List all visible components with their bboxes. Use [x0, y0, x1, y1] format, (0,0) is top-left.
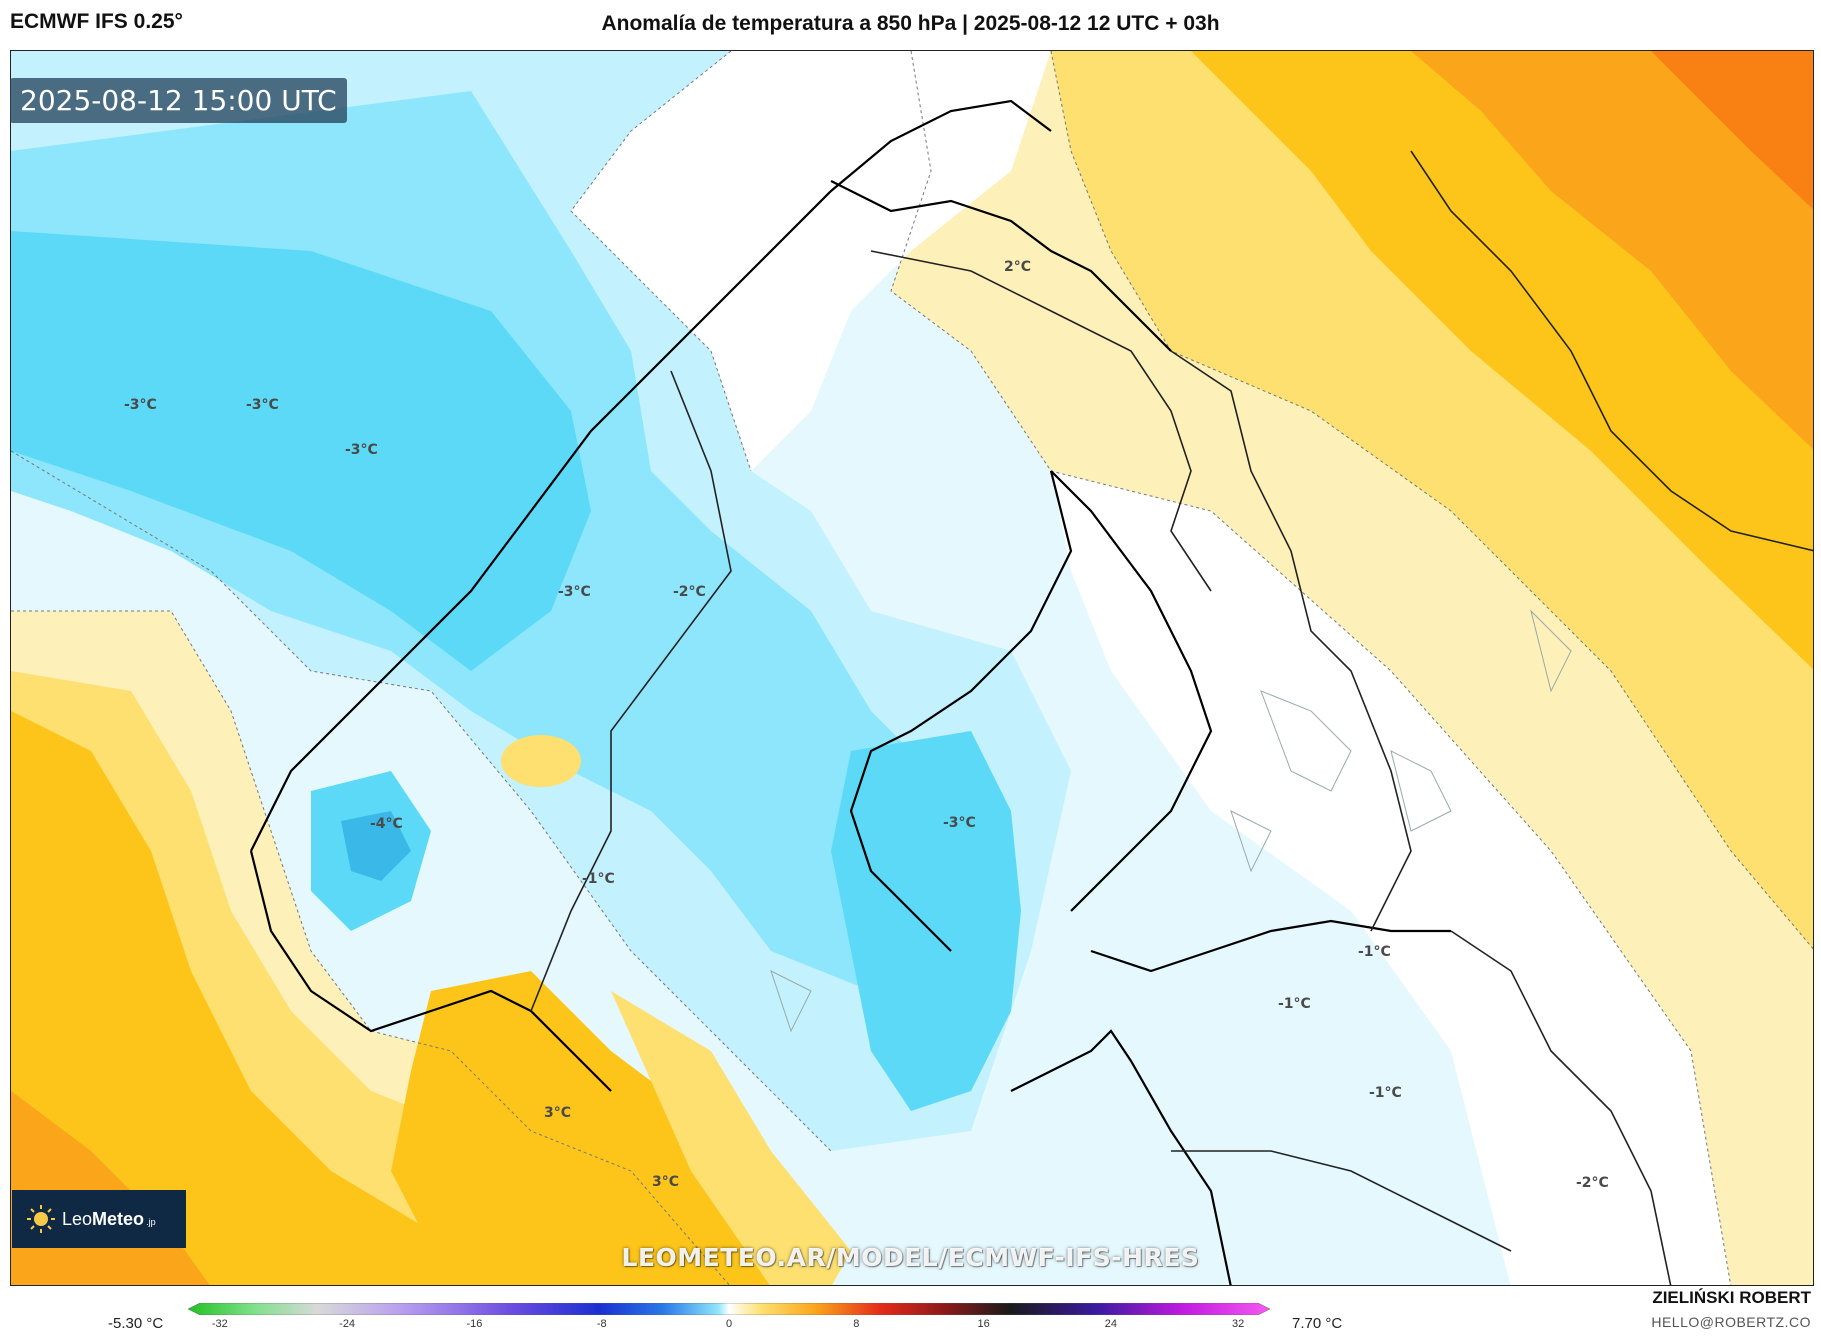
colorbar-tick-label: -16 — [466, 1318, 483, 1330]
warm-field-sweden-south — [611, 991, 851, 1285]
map-label: -3°C — [558, 584, 591, 600]
author-name: ZIELIŃSKI ROBERT — [1652, 1288, 1811, 1307]
map-label: -4°C — [370, 816, 403, 832]
warm-field-west-gold — [11, 711, 489, 1285]
contour-lines — [11, 51, 1813, 1285]
warm-field-east-orange — [1411, 51, 1813, 450]
warm-spot-norway — [501, 735, 581, 787]
map-label: -1°C — [1369, 1085, 1402, 1101]
colorbar-tick-label: -32 — [211, 1318, 228, 1330]
model-url-watermark: LEOMETEO.AR/MODEL/ECMWF-IFS-HRES — [621, 1243, 1200, 1272]
map-label: -3°C — [345, 442, 378, 458]
coastlines — [249, 99, 1451, 1285]
warm-field-denmark — [391, 971, 811, 1285]
map-label: 2°C — [1004, 259, 1032, 275]
anomaly-map — [11, 51, 1813, 1285]
map-label: 3°C — [544, 1105, 572, 1121]
colorbar-ticks: -32 -24 -16 -8 0 8 16 24 32 — [188, 1318, 1270, 1336]
map-label: -1°C — [1358, 944, 1391, 960]
sun-icon — [27, 1205, 55, 1233]
map-canvas: -3°C -3°C -3°C 2°C -3°C -2°C -4°C -1°C -… — [10, 50, 1814, 1286]
colorbar-max-label: 7.70 °C — [1292, 1315, 1343, 1332]
colorbar-tick-label: 16 — [977, 1318, 990, 1330]
cold-field-deep-sea — [11, 231, 591, 671]
author-email: HELLO@ROBERTZ.CO — [1651, 1314, 1811, 1330]
borders — [530, 150, 1813, 1285]
map-label: -3°C — [124, 397, 157, 413]
colorbar-tick-label: -8 — [596, 1318, 607, 1330]
logo-text: LeoMeteo .jp — [62, 1208, 156, 1229]
colorbar-min-label: -5.30 °C — [108, 1315, 164, 1332]
map-label: -2°C — [1576, 1175, 1609, 1191]
cold-spot-core — [341, 811, 411, 881]
leometeo-logo[interactable]: LeoMeteo .jp — [12, 1190, 186, 1248]
cold-field-deep-baltic — [831, 731, 1021, 1111]
map-label: -3°C — [246, 397, 279, 413]
colorbar — [188, 1303, 1270, 1315]
colorbar-tick-label: 24 — [1104, 1318, 1117, 1330]
neutral-field-north — [571, 51, 1051, 471]
lakes — [770, 609, 1572, 1033]
map-label: 3°C — [652, 1174, 680, 1190]
warm-field-east-darkorange — [1651, 51, 1813, 210]
map-label: -2°C — [673, 584, 706, 600]
valid-time-badge: 2025-08-12 15:00 UTC — [10, 78, 347, 123]
colorbar-tick-label: -24 — [339, 1318, 356, 1330]
map-label: -1°C — [1278, 996, 1311, 1012]
colorbar-tick-label: 32 — [1232, 1318, 1245, 1330]
map-label: -3°C — [943, 815, 976, 831]
map-label: -1°C — [582, 871, 615, 887]
model-name: ECMWF IFS 0.25° — [10, 10, 183, 33]
map-title: Anomalía de temperatura a 850 hPa | 2025… — [601, 12, 1220, 35]
colorbar-tick-label: 0 — [725, 1318, 733, 1330]
colorbar-tick-label: 8 — [853, 1318, 860, 1330]
neutral-field-central — [1051, 471, 1731, 1285]
